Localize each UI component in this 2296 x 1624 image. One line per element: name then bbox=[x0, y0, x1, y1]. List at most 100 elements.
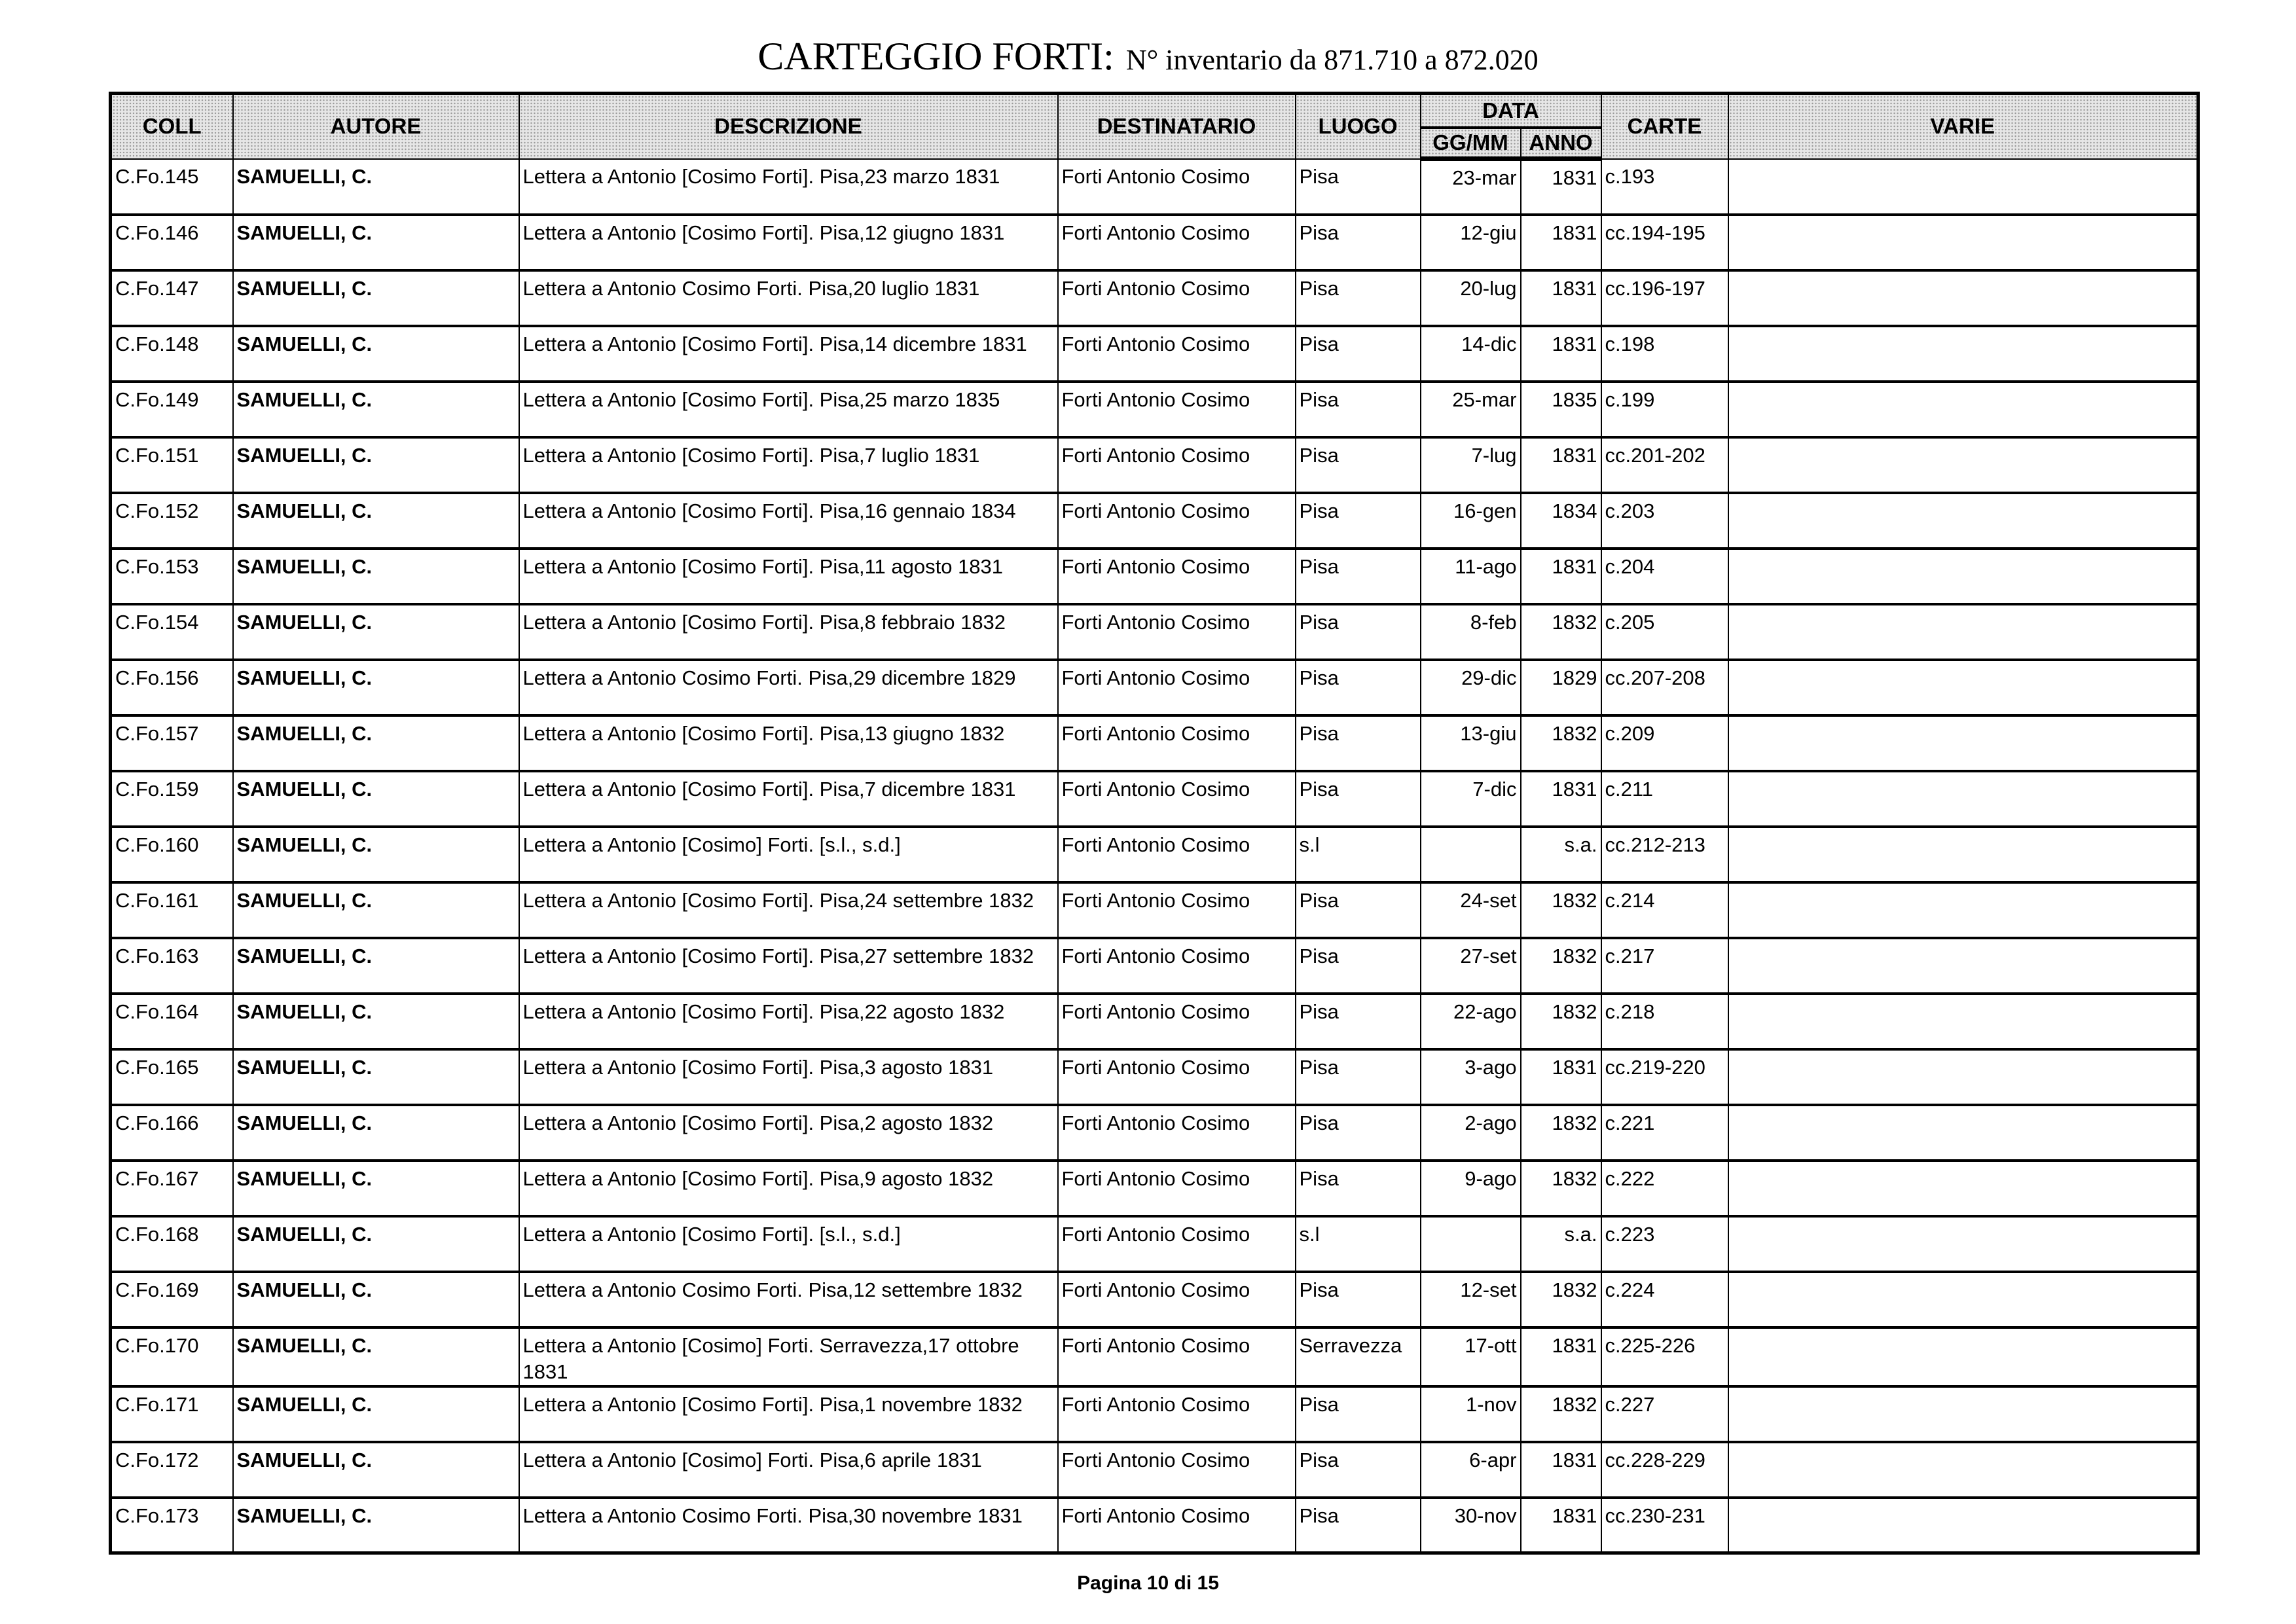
cell-coll: C.Fo.168 bbox=[109, 1215, 234, 1273]
cell-carte: c.221 bbox=[1600, 1104, 1729, 1162]
cell-ggmm: 30-nov bbox=[1419, 1496, 1522, 1555]
cell-anno: 1832 bbox=[1520, 603, 1602, 661]
cell-autore: SAMUELLI, C. bbox=[232, 881, 520, 939]
cell-carte: c.222 bbox=[1600, 1159, 1729, 1218]
cell-anno: 1831 bbox=[1520, 1496, 1602, 1555]
cell-anno: 1831 bbox=[1520, 1048, 1602, 1106]
cell-varie bbox=[1727, 825, 2199, 884]
table-row: C.Fo.164 SAMUELLI, C. Lettera a Antonio [C… bbox=[109, 992, 2199, 1051]
header-ggmm: GG/MM bbox=[1419, 126, 1522, 161]
header-destinatario: DESTINATARIO bbox=[1057, 92, 1296, 160]
cell-descrizione: Lettera a Antonio [Cosimo Forti]. Pisa,1… bbox=[518, 325, 1059, 383]
cell-coll: C.Fo.167 bbox=[109, 1159, 234, 1218]
table-row: C.Fo.168 SAMUELLI, C. Lettera a Antonio [C… bbox=[109, 1215, 2199, 1273]
cell-descrizione: Lettera a Antonio [Cosimo Forti]. Pisa,1… bbox=[518, 714, 1059, 772]
cell-carte: c.199 bbox=[1600, 380, 1729, 439]
cell-luogo: Pisa bbox=[1294, 659, 1421, 717]
cell-anno: 1832 bbox=[1520, 1104, 1602, 1162]
cell-anno: 1831 bbox=[1520, 325, 1602, 383]
cell-autore: SAMUELLI, C. bbox=[232, 1496, 520, 1555]
cell-luogo: Pisa bbox=[1294, 213, 1421, 272]
cell-destinatario: Forti Antonio Cosimo bbox=[1057, 881, 1296, 939]
cell-autore: SAMUELLI, C. bbox=[232, 937, 520, 995]
cell-coll: C.Fo.145 bbox=[109, 158, 234, 216]
cell-luogo: Pisa bbox=[1294, 603, 1421, 661]
cell-varie bbox=[1727, 213, 2199, 272]
cell-varie bbox=[1727, 269, 2199, 327]
cell-carte: c.204 bbox=[1600, 547, 1729, 605]
cell-luogo: Pisa bbox=[1294, 714, 1421, 772]
cell-luogo: Pisa bbox=[1294, 1496, 1421, 1555]
cell-carte: c.224 bbox=[1600, 1271, 1729, 1329]
header-coll: COLL bbox=[109, 92, 234, 160]
cell-luogo: Pisa bbox=[1294, 380, 1421, 439]
cell-descrizione: Lettera a Antonio [Cosimo Forti]. Pisa,8… bbox=[518, 603, 1059, 661]
cell-luogo: Pisa bbox=[1294, 1048, 1421, 1106]
cell-destinatario: Forti Antonio Cosimo bbox=[1057, 1271, 1296, 1329]
cell-carte: cc.230-231 bbox=[1600, 1496, 1729, 1555]
cell-coll: C.Fo.163 bbox=[109, 937, 234, 995]
cell-destinatario: Forti Antonio Cosimo bbox=[1057, 825, 1296, 884]
cell-coll: C.Fo.170 bbox=[109, 1326, 234, 1388]
page-title: CARTEGGIO FORTI: N° inventario da 871.710… bbox=[0, 34, 2296, 79]
cell-anno: 1831 bbox=[1520, 1441, 1602, 1499]
cell-varie bbox=[1727, 436, 2199, 494]
cell-ggmm: 25-mar bbox=[1419, 380, 1522, 439]
cell-anno: 1831 bbox=[1520, 158, 1602, 216]
cell-descrizione: Lettera a Antonio [Cosimo Forti]. Pisa,3… bbox=[518, 1048, 1059, 1106]
cell-luogo: Pisa bbox=[1294, 325, 1421, 383]
cell-ggmm: 16-gen bbox=[1419, 492, 1522, 550]
cell-destinatario: Forti Antonio Cosimo bbox=[1057, 325, 1296, 383]
table-row: C.Fo.165 SAMUELLI, C. Lettera a Antonio [C… bbox=[109, 1048, 2199, 1106]
cell-varie bbox=[1727, 492, 2199, 550]
cell-autore: SAMUELLI, C. bbox=[232, 380, 520, 439]
cell-varie bbox=[1727, 1159, 2199, 1218]
cell-descrizione: Lettera a Antonio [Cosimo Forti]. Pisa,7… bbox=[518, 436, 1059, 494]
cell-descrizione: Lettera a Antonio [Cosimo Forti]. Pisa,9… bbox=[518, 1159, 1059, 1218]
cell-anno: 1831 bbox=[1520, 269, 1602, 327]
cell-varie bbox=[1727, 325, 2199, 383]
table-row: C.Fo.160 SAMUELLI, C. Lettera a Antonio [C… bbox=[109, 825, 2199, 884]
cell-destinatario: Forti Antonio Cosimo bbox=[1057, 213, 1296, 272]
cell-autore: SAMUELLI, C. bbox=[232, 714, 520, 772]
cell-luogo: Pisa bbox=[1294, 1104, 1421, 1162]
table-row: C.Fo.163 SAMUELLI, C. Lettera a Antonio [C… bbox=[109, 937, 2199, 995]
cell-varie bbox=[1727, 547, 2199, 605]
cell-coll: C.Fo.149 bbox=[109, 380, 234, 439]
cell-varie bbox=[1727, 992, 2199, 1051]
cell-coll: C.Fo.159 bbox=[109, 770, 234, 828]
cell-carte: c.225-226 bbox=[1600, 1326, 1729, 1388]
cell-varie bbox=[1727, 603, 2199, 661]
cell-descrizione: Lettera a Antonio [Cosimo Forti]. Pisa,1… bbox=[518, 492, 1059, 550]
header-data: DATA bbox=[1419, 92, 1602, 129]
cell-anno: s.a. bbox=[1520, 1215, 1602, 1273]
cell-carte: c.205 bbox=[1600, 603, 1729, 661]
cell-descrizione: Lettera a Antonio [Cosimo] Forti. Pisa,6… bbox=[518, 1441, 1059, 1499]
cell-destinatario: Forti Antonio Cosimo bbox=[1057, 269, 1296, 327]
cell-carte: cc.196-197 bbox=[1600, 269, 1729, 327]
cell-descrizione: Lettera a Antonio Cosimo Forti. Pisa,30 … bbox=[518, 1496, 1059, 1555]
cell-carte: cc.219-220 bbox=[1600, 1048, 1729, 1106]
table-row: C.Fo.154 SAMUELLI, C. Lettera a Antonio [C… bbox=[109, 603, 2199, 661]
cell-carte: cc.228-229 bbox=[1600, 1441, 1729, 1499]
header-descrizione: DESCRIZIONE bbox=[518, 92, 1059, 160]
cell-anno: 1835 bbox=[1520, 380, 1602, 439]
cell-ggmm: 29-dic bbox=[1419, 659, 1522, 717]
header-autore: AUTORE bbox=[232, 92, 520, 160]
cell-varie bbox=[1727, 1385, 2199, 1443]
cell-descrizione: Lettera a Antonio [Cosimo Forti]. Pisa,2… bbox=[518, 1104, 1059, 1162]
cell-varie bbox=[1727, 714, 2199, 772]
cell-luogo: Pisa bbox=[1294, 436, 1421, 494]
cell-anno: 1832 bbox=[1520, 1385, 1602, 1443]
cell-destinatario: Forti Antonio Cosimo bbox=[1057, 603, 1296, 661]
cell-anno: 1834 bbox=[1520, 492, 1602, 550]
cell-descrizione: Lettera a Antonio [Cosimo Forti]. Pisa,2… bbox=[518, 881, 1059, 939]
cell-autore: SAMUELLI, C. bbox=[232, 1215, 520, 1273]
cell-descrizione: Lettera a Antonio Cosimo Forti. Pisa,29 … bbox=[518, 659, 1059, 717]
cell-anno: 1832 bbox=[1520, 714, 1602, 772]
cell-autore: SAMUELLI, C. bbox=[232, 325, 520, 383]
cell-ggmm: 8-feb bbox=[1419, 603, 1522, 661]
cell-ggmm: 7-dic bbox=[1419, 770, 1522, 828]
cell-luogo: Pisa bbox=[1294, 1271, 1421, 1329]
cell-coll: C.Fo.157 bbox=[109, 714, 234, 772]
